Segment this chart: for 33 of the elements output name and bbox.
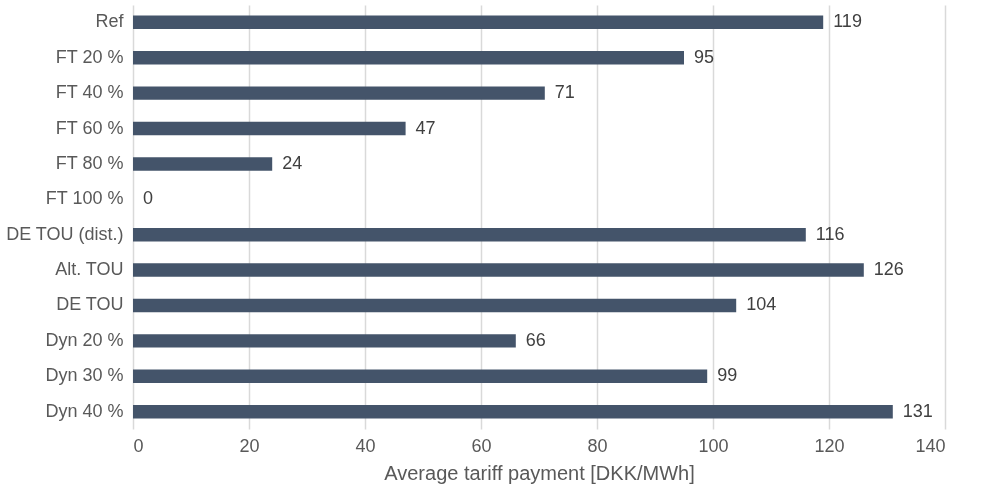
data-label: 116: [815, 223, 845, 244]
data-label: 95: [694, 46, 715, 67]
data-label: 126: [873, 259, 904, 280]
x-tick-label: 60: [471, 435, 492, 456]
x-tick-label: 120: [814, 435, 845, 456]
data-label: 131: [902, 400, 933, 421]
y-tick-label: FT 60 %: [55, 117, 124, 138]
y-tick-label: Ref: [95, 11, 125, 32]
data-label: 71: [554, 82, 575, 103]
x-tick-label: 40: [355, 435, 376, 456]
y-tick-label: Dyn 30 %: [45, 365, 124, 386]
y-tick-label: DE TOU: [56, 294, 124, 315]
y-tick-label: Dyn 20 %: [45, 329, 124, 350]
y-tick-label: Dyn 40 %: [45, 400, 124, 421]
data-label: 24: [282, 152, 303, 173]
y-tick-label: FT 80 %: [55, 152, 124, 173]
data-label: 66: [525, 329, 546, 350]
data-label: 0: [143, 188, 154, 209]
x-tick-label: 100: [698, 435, 729, 456]
x-tick-label: 140: [915, 435, 946, 456]
data-label: 119: [833, 11, 862, 32]
x-axis-title: Average tariff payment [DKK/MWh]: [384, 461, 695, 484]
y-tick-label: DE TOU (dist.): [6, 223, 124, 244]
y-tick-label: FT 40 %: [55, 82, 124, 103]
data-label: 47: [415, 117, 436, 138]
y-tick-label: FT 20 %: [55, 46, 124, 67]
y-tick-label: Alt. TOU: [55, 259, 124, 280]
y-tick-label: FT 100 %: [45, 188, 124, 209]
x-tick-label: 0: [133, 435, 144, 456]
x-tick-label: 80: [587, 435, 608, 456]
x-tick-label: 20: [239, 435, 260, 456]
data-label: 99: [717, 365, 738, 386]
data-label: 104: [746, 294, 777, 315]
